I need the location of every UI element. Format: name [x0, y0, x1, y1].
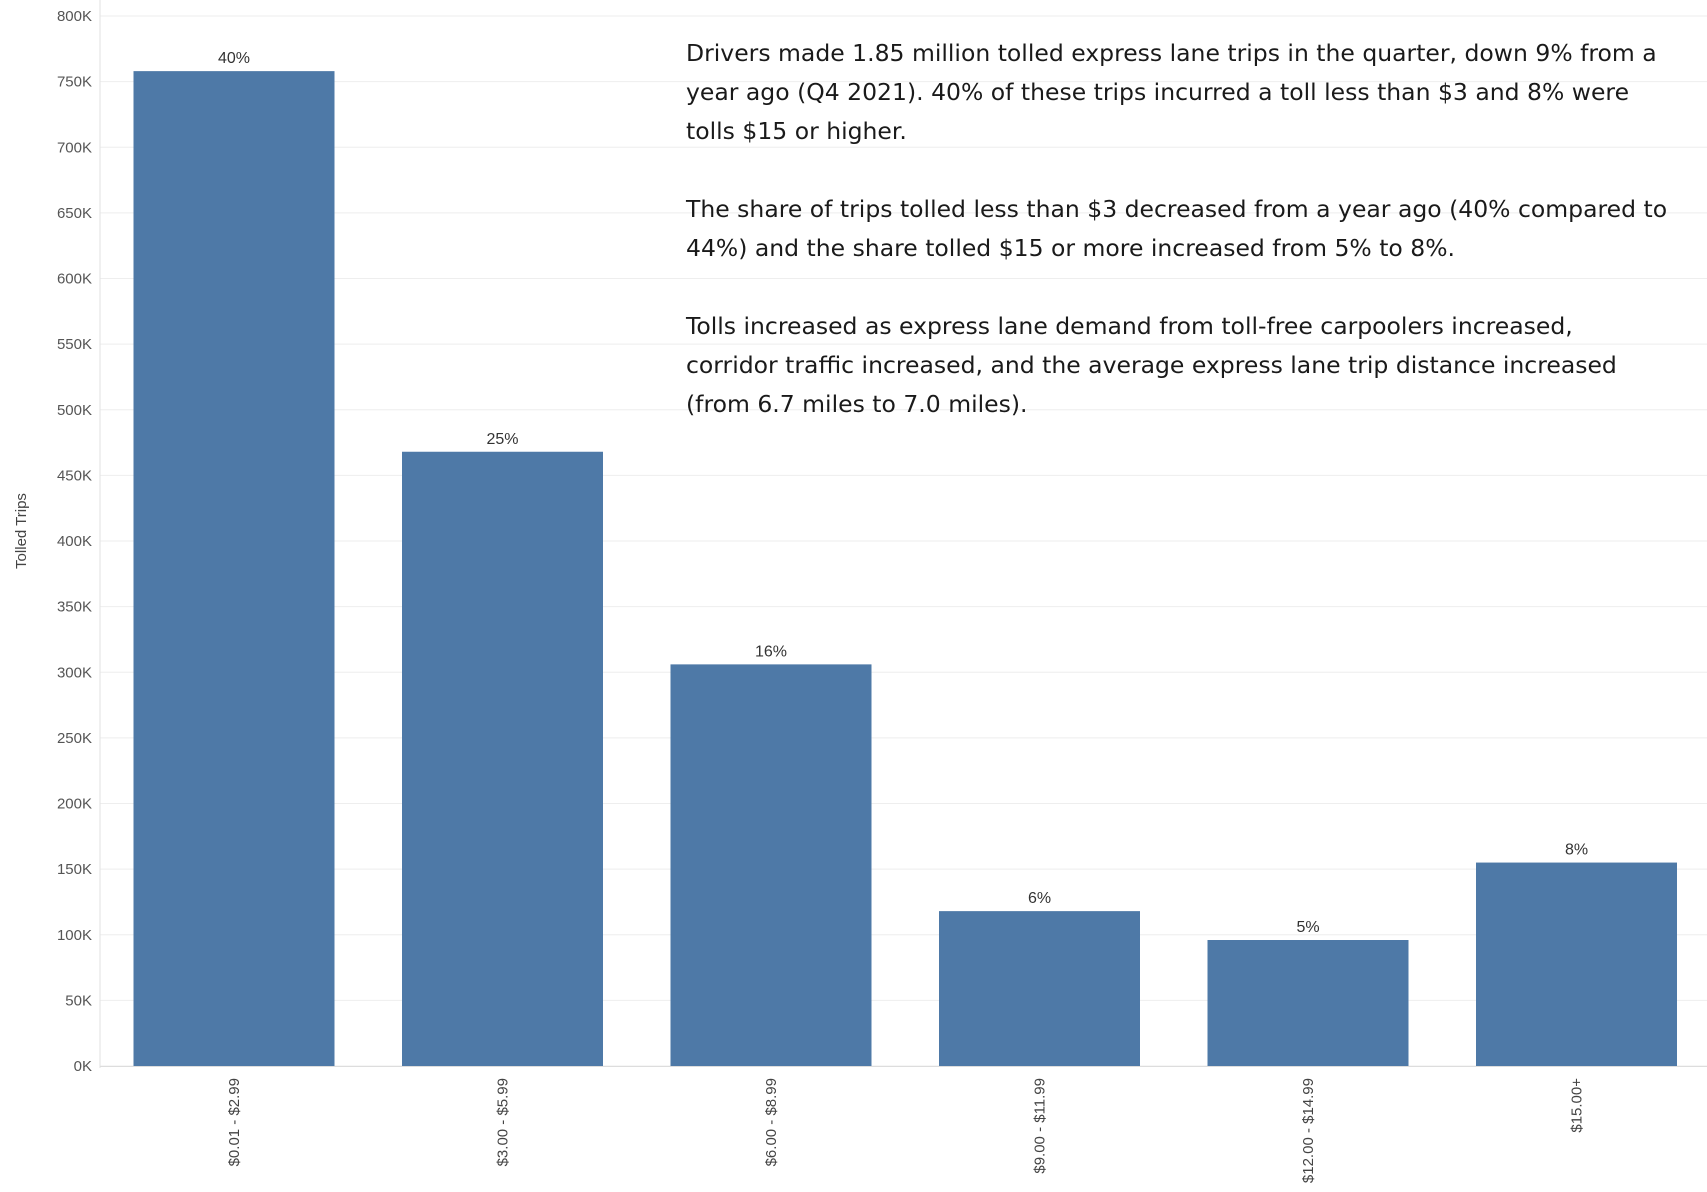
bar [133, 71, 335, 1066]
bar [939, 911, 1140, 1066]
annotation-line: corridor traffic increased, and the aver… [686, 351, 1617, 379]
y-tick-label: 50K [65, 992, 92, 1009]
bar-data-label: 6% [1028, 890, 1051, 907]
x-tick-label: $12.00 - $14.99 [1300, 1078, 1317, 1183]
y-tick-label: 0K [74, 1058, 92, 1075]
y-tick-label: 300K [57, 664, 92, 681]
bar [1207, 940, 1409, 1066]
annotation-line: Tolls increased as express lane demand f… [686, 312, 1573, 340]
annotation-line: 44%) and the share tolled $15 or more in… [686, 234, 1456, 262]
y-tick-label: 650K [57, 205, 92, 222]
y-tick-label: 550K [57, 336, 92, 353]
y-tick-label: 600K [57, 271, 92, 288]
annotation-line: tolls $15 or higher. [686, 117, 907, 145]
bar-data-labels: 40% 25% 16% 6% 5% 8% [218, 50, 1588, 936]
annotation-line: Drivers made 1.85 million tolled express… [686, 39, 1657, 67]
y-tick-label: 500K [57, 402, 92, 419]
annotation-text: Drivers made 1.85 million tolled express… [686, 34, 1696, 424]
y-tick-label: 150K [57, 861, 92, 878]
bar-data-label: 25% [486, 431, 518, 448]
bar-data-label: 8% [1565, 842, 1588, 859]
y-tick-label: 100K [57, 927, 92, 944]
y-tick-label: 350K [57, 599, 92, 616]
bar-data-label: 5% [1296, 919, 1319, 936]
annotation-paragraph-1: Drivers made 1.85 million tolled express… [686, 34, 1696, 151]
bar-data-label: 40% [218, 50, 250, 67]
bars [133, 71, 1677, 1066]
y-axis: 0K 50K 100K 150K 200K 250K 300K 350K 400K 450K 500… [57, 0, 101, 1075]
y-tick-label: 400K [57, 533, 92, 550]
gridlines [100, 15, 1707, 1067]
annotation-paragraph-3: Tolls increased as express lane demand f… [686, 307, 1696, 424]
y-tick-label: 700K [57, 139, 92, 156]
y-tick-label: 800K [57, 8, 92, 25]
bar-data-label: 16% [755, 643, 787, 660]
annotation-line: (from 6.7 miles to 7.0 miles). [686, 390, 1028, 418]
x-axis: $0.01 - $2.99 $3.00 - $5.99 $6.00 - $8.99 $… [100, 1066, 1707, 1183]
x-tick-label: $9.00 - $11.99 [1032, 1078, 1049, 1174]
x-tick-label: $15.00+ [1569, 1078, 1586, 1133]
y-tick-label: 450K [57, 467, 92, 484]
annotation-line: year ago (Q4 2021). 40% of these trips i… [686, 78, 1630, 106]
y-axis-title: Tolled Trips [13, 493, 30, 569]
x-tick-label: $6.00 - $8.99 [763, 1078, 780, 1166]
bar [402, 451, 603, 1066]
annotation-line: The share of trips tolled less than $3 d… [686, 195, 1668, 223]
y-tick-label: 200K [57, 796, 92, 813]
annotation-paragraph-2: The share of trips tolled less than $3 d… [686, 190, 1696, 268]
y-tick-label: 750K [57, 74, 92, 91]
bar [670, 664, 872, 1066]
bar [1476, 862, 1677, 1066]
y-tick-label: 250K [57, 730, 92, 747]
x-tick-label: $3.00 - $5.99 [495, 1078, 512, 1166]
x-tick-label: $0.01 - $2.99 [226, 1078, 243, 1166]
